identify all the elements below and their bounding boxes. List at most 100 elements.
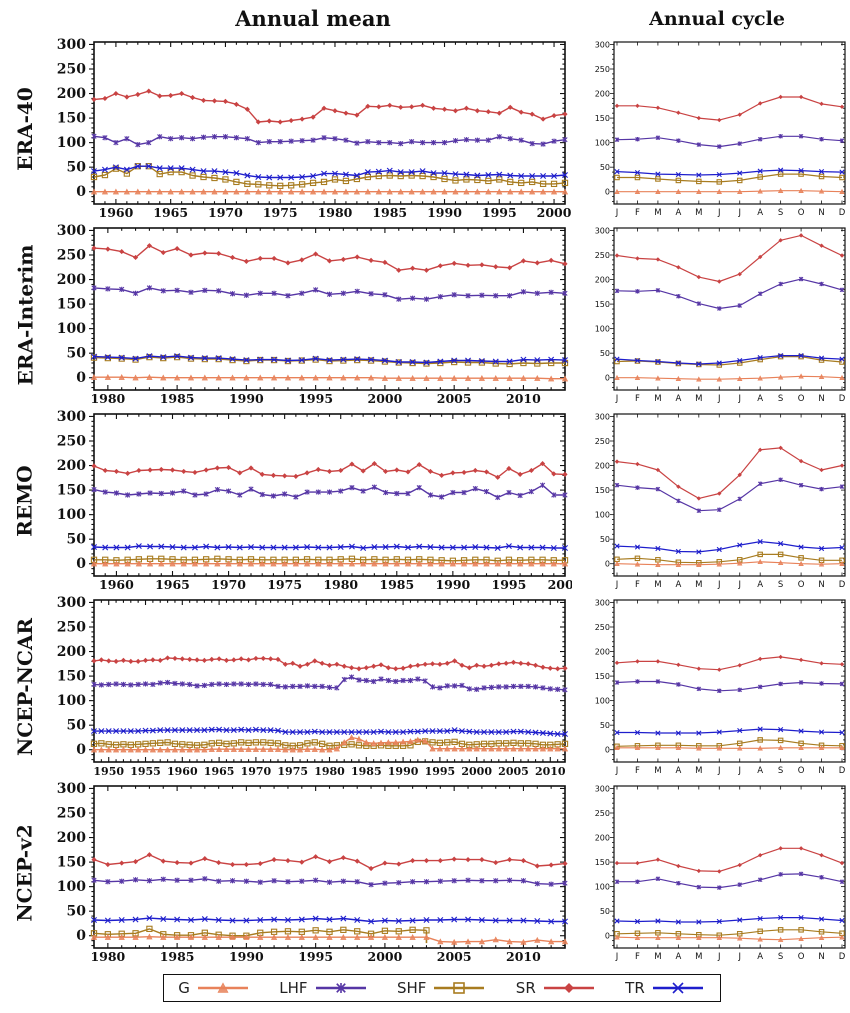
svg-text:1990: 1990 bbox=[229, 391, 264, 406]
svg-text:0: 0 bbox=[605, 746, 610, 755]
row-label-text: REMO bbox=[13, 465, 37, 537]
svg-text:D: D bbox=[839, 580, 846, 590]
svg-text:2000: 2000 bbox=[368, 391, 403, 406]
row-spacer bbox=[572, 222, 584, 408]
svg-text:300: 300 bbox=[57, 409, 86, 425]
svg-text:1960: 1960 bbox=[99, 205, 134, 220]
legend-label-sr: SR bbox=[515, 979, 536, 997]
svg-text:D: D bbox=[839, 394, 846, 404]
row-label-era-interim: ERA-Interim bbox=[0, 222, 50, 408]
legend-entry-shf: SHF bbox=[397, 979, 487, 997]
svg-text:300: 300 bbox=[57, 595, 86, 611]
svg-text:200: 200 bbox=[595, 89, 610, 98]
svg-text:1950: 1950 bbox=[93, 765, 124, 778]
row-label-text: ERA-40 bbox=[13, 87, 38, 171]
svg-text:150: 150 bbox=[57, 297, 86, 313]
svg-text:M: M bbox=[654, 394, 661, 404]
svg-text:A: A bbox=[675, 952, 681, 962]
remo-annual-cycle-chart: 0 50 100 150 200 250 300 J F M A M J J A S O N D bbox=[584, 408, 850, 594]
svg-text:50: 50 bbox=[600, 721, 610, 730]
row-label-remo: REMO bbox=[0, 408, 50, 594]
legend-label-lhf: LHF bbox=[279, 979, 308, 997]
ncep-ncar-annual-cycle-chart: 0 50 100 150 200 250 300 J F M A M J J A S O N D bbox=[584, 594, 850, 780]
svg-text:1985: 1985 bbox=[160, 391, 195, 406]
tr-line-marker-icon bbox=[650, 980, 706, 996]
svg-text:M: M bbox=[654, 580, 661, 590]
svg-text:50: 50 bbox=[67, 718, 87, 734]
row-spacer bbox=[572, 36, 584, 222]
svg-text:1995: 1995 bbox=[298, 949, 333, 964]
svg-text:250: 250 bbox=[595, 623, 610, 632]
svg-text:D: D bbox=[839, 208, 846, 218]
era-interim-annual-mean-chart: 0 50 100 150 200 250 300 1980 1985 1990 1995 2000 20… bbox=[50, 222, 572, 408]
svg-text:100: 100 bbox=[595, 510, 610, 519]
svg-text:1990: 1990 bbox=[435, 577, 470, 592]
svg-text:50: 50 bbox=[67, 904, 87, 920]
remo-annual-mean-chart: 0 50 100 150 200 250 300 1960 1965 1970 1975 1980 19… bbox=[50, 408, 572, 594]
svg-text:A: A bbox=[757, 580, 763, 590]
svg-text:1965: 1965 bbox=[155, 577, 190, 592]
svg-text:1975: 1975 bbox=[267, 577, 302, 592]
svg-text:A: A bbox=[757, 208, 763, 218]
svg-text:100: 100 bbox=[595, 882, 610, 891]
svg-text:A: A bbox=[757, 952, 763, 962]
chart-svg: 0 50 100 150 200 250 300 J F M A M J J A S O N D bbox=[595, 598, 846, 776]
svg-text:1955: 1955 bbox=[130, 765, 161, 778]
svg-text:J: J bbox=[737, 580, 741, 590]
svg-text:M: M bbox=[695, 952, 702, 962]
svg-text:1980: 1980 bbox=[314, 765, 345, 778]
chart-svg: 0 50 100 150 200 250 300 J F M A M J J A S O N D bbox=[595, 412, 846, 590]
chart-svg: 0 50 100 150 200 250 300 J F M A M J J A S O N D bbox=[595, 40, 846, 218]
row-era-interim: ERA-Interim 0 50 100 150 200 250 300 1980 1985 19… bbox=[0, 222, 850, 408]
svg-text:250: 250 bbox=[595, 437, 610, 446]
legend-label-g: G bbox=[178, 979, 190, 997]
svg-text:50: 50 bbox=[600, 907, 610, 916]
row-label-ncep-ncar: NCEP-NCAR bbox=[0, 594, 50, 780]
svg-text:2000: 2000 bbox=[461, 765, 492, 778]
svg-text:0: 0 bbox=[76, 370, 86, 386]
annual-mean-title: Annual mean bbox=[235, 6, 391, 31]
svg-text:O: O bbox=[798, 952, 805, 962]
svg-text:200: 200 bbox=[57, 644, 86, 660]
chart-rows: ERA-40 0 50 100 150 200 250 300 1960 1965 1970 197… bbox=[0, 36, 850, 966]
svg-text:300: 300 bbox=[595, 412, 610, 421]
svg-text:F: F bbox=[635, 208, 640, 218]
legend-entry-g: G bbox=[178, 979, 251, 997]
svg-text:100: 100 bbox=[57, 321, 86, 337]
svg-text:2000: 2000 bbox=[368, 949, 403, 964]
svg-text:J: J bbox=[737, 208, 741, 218]
svg-text:2005: 2005 bbox=[437, 949, 472, 964]
svg-text:J: J bbox=[737, 952, 741, 962]
svg-text:1960: 1960 bbox=[99, 577, 134, 592]
row-ncep-ncar: NCEP-NCAR 0 50 100 150 200 250 300 1950 1955 1960… bbox=[0, 594, 850, 780]
chart-svg: 0 50 100 150 200 250 300 J F M A M J J A S O N D bbox=[595, 784, 846, 962]
svg-text:0: 0 bbox=[76, 928, 86, 944]
lhf-swatch-svg bbox=[315, 983, 366, 993]
svg-text:A: A bbox=[675, 580, 681, 590]
svg-text:N: N bbox=[818, 208, 824, 218]
svg-text:250: 250 bbox=[57, 806, 86, 822]
svg-text:300: 300 bbox=[57, 781, 86, 797]
chart-svg: 0 50 100 150 200 250 300 1980 1985 1990 1995 2000 20… bbox=[57, 781, 569, 964]
svg-text:150: 150 bbox=[595, 114, 610, 123]
legend-label-tr: TR bbox=[625, 979, 645, 997]
g-line-marker-icon bbox=[195, 980, 251, 996]
svg-text:100: 100 bbox=[595, 324, 610, 333]
svg-text:50: 50 bbox=[67, 160, 87, 176]
svg-text:J: J bbox=[615, 208, 619, 218]
svg-text:1970: 1970 bbox=[241, 765, 272, 778]
svg-text:1985: 1985 bbox=[351, 765, 382, 778]
svg-text:0: 0 bbox=[76, 742, 86, 758]
svg-text:50: 50 bbox=[67, 346, 87, 362]
svg-text:300: 300 bbox=[595, 598, 610, 607]
svg-text:J: J bbox=[717, 766, 721, 776]
svg-text:S: S bbox=[778, 208, 783, 218]
svg-text:0: 0 bbox=[76, 184, 86, 200]
svg-text:100: 100 bbox=[57, 507, 86, 523]
chart-svg: 0 50 100 150 200 250 300 1960 1965 1970 1975 1980 19… bbox=[57, 409, 572, 592]
era-interim-annual-cycle-chart: 0 50 100 150 200 250 300 J F M A M J J A S O N D bbox=[584, 222, 850, 408]
svg-text:J: J bbox=[737, 394, 741, 404]
svg-text:0: 0 bbox=[605, 932, 610, 941]
svg-text:N: N bbox=[818, 766, 824, 776]
svg-text:2010: 2010 bbox=[506, 391, 541, 406]
